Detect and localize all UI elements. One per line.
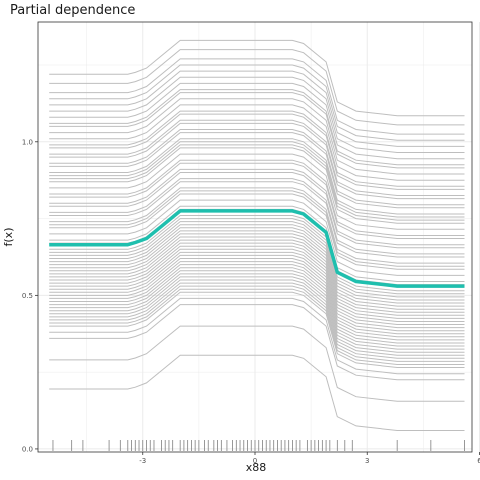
ice-line <box>49 291 465 368</box>
ice-line <box>49 258 465 335</box>
y-tick-label: 0.0 <box>22 445 33 453</box>
ice-line <box>49 227 465 304</box>
ice-line <box>49 285 465 362</box>
ice-line <box>49 218 465 295</box>
x-tick-label: -3 <box>139 457 146 465</box>
ice-line <box>49 251 465 329</box>
ice-line <box>49 248 465 325</box>
ice-line <box>49 76 465 153</box>
ice-line <box>49 187 465 264</box>
ice-line <box>49 230 465 307</box>
ice-line <box>49 236 465 313</box>
ice-line <box>49 264 465 341</box>
ice-line <box>49 288 465 365</box>
ice-line <box>49 233 465 310</box>
ice-line <box>49 181 465 258</box>
ice-line <box>49 168 465 246</box>
pdp-line <box>49 209 465 288</box>
ice-line <box>49 147 465 224</box>
ice-line <box>49 273 465 350</box>
y-axis-title: f(x) <box>2 228 15 247</box>
ice-line <box>49 144 465 221</box>
ice-line <box>49 267 465 344</box>
ice-line <box>49 178 465 255</box>
ice-line <box>49 354 465 431</box>
x-axis: -3 0 3 6 <box>139 452 480 465</box>
ice-line <box>49 224 465 301</box>
x-axis-title: x88 <box>246 461 267 474</box>
ice-line <box>49 104 465 181</box>
y-axis: 0.0 0.5 1.0 <box>22 138 38 453</box>
ice-line <box>49 162 465 239</box>
ice-line <box>49 82 465 160</box>
ice-line <box>49 190 465 267</box>
ice-line <box>49 159 465 236</box>
ice-line <box>49 254 465 332</box>
y-tick-label: 1.0 <box>22 138 33 146</box>
ice-line <box>49 297 465 375</box>
ice-line <box>49 215 465 292</box>
ice-line <box>49 199 465 276</box>
ice-line <box>49 92 465 169</box>
ice-line <box>49 242 465 319</box>
x-tick-label: 0 <box>253 457 257 465</box>
ice-line <box>49 172 465 249</box>
ice-line <box>49 113 465 190</box>
ice-line <box>49 119 465 196</box>
ice-line <box>49 49 465 126</box>
ice-line <box>49 153 465 230</box>
ice-line <box>49 122 465 200</box>
ice-line <box>49 129 465 206</box>
ice-line <box>49 98 465 175</box>
ice-line <box>49 39 465 117</box>
ice-line <box>49 89 465 166</box>
ice-line <box>49 279 465 356</box>
plot-panel <box>37 21 480 453</box>
ice-line <box>49 70 465 147</box>
ice-line <box>49 132 465 209</box>
ice-line <box>49 205 465 282</box>
ice-line <box>49 270 465 347</box>
ice-line <box>49 276 465 353</box>
y-tick-label: 0.5 <box>22 292 33 300</box>
ice-line <box>49 245 465 322</box>
chart-title: Partial dependence <box>10 3 135 18</box>
ice-line <box>49 304 465 381</box>
ice-line <box>49 138 465 215</box>
x-tick-label: 3 <box>365 457 369 465</box>
ice-line <box>49 261 465 338</box>
ice-line <box>49 193 465 270</box>
ice-line <box>49 325 465 402</box>
ice-line <box>49 282 465 359</box>
ice-line <box>49 58 465 135</box>
ice-line <box>49 239 465 316</box>
x-tick-label: 6 <box>477 457 480 465</box>
ice-line <box>49 141 465 218</box>
ice-line <box>49 64 465 141</box>
ice-line <box>49 221 465 298</box>
ice-line <box>49 110 465 187</box>
